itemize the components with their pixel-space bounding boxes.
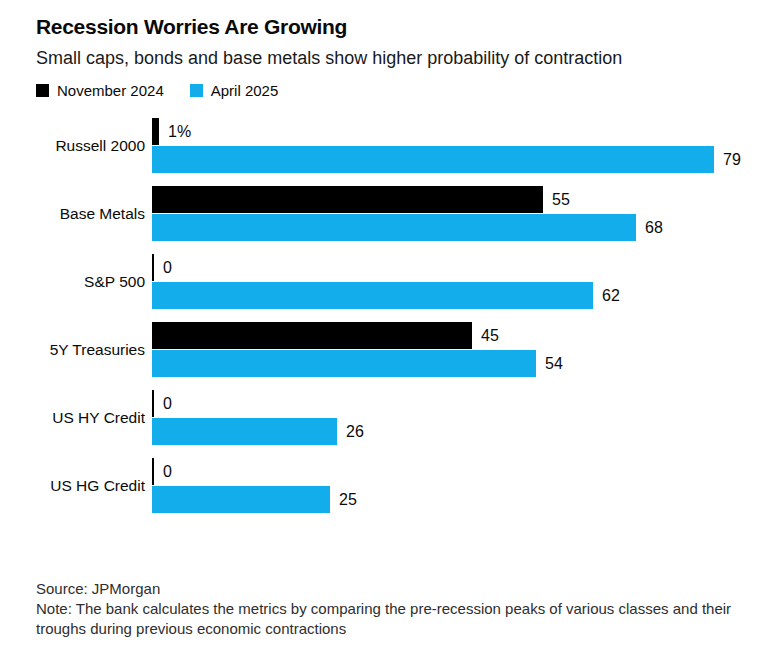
bars-area: 1% 79 (152, 118, 740, 173)
bar-track: 0 (152, 390, 740, 417)
value-label: 1% (168, 118, 191, 145)
bar-november-2024 (152, 186, 543, 213)
bar-april-2025 (152, 282, 593, 309)
bars-area: 55 68 (152, 186, 740, 241)
chart-row: Base Metals 55 68 (36, 186, 740, 241)
bar-april-2025 (152, 350, 536, 377)
bar-track: 54 (152, 350, 740, 377)
category-label: US HY Credit (36, 390, 152, 445)
value-label: 0 (163, 254, 172, 281)
chart-row: 5Y Treasuries 45 54 (36, 322, 740, 377)
bars-area: 0 62 (152, 254, 740, 309)
bar-track: 45 (152, 322, 740, 349)
chart-row: US HG Credit 0 25 (36, 458, 740, 513)
category-label: 5Y Treasuries (36, 322, 152, 377)
legend-swatch-icon (36, 84, 49, 97)
bar-november-2024 (152, 254, 154, 281)
bar-track: 0 (152, 458, 740, 485)
chart-subtitle: Small caps, bonds and base metals show h… (36, 47, 740, 69)
bar-april-2025 (152, 418, 337, 445)
value-label: 45 (481, 322, 499, 349)
chart-title: Recession Worries Are Growing (36, 14, 740, 40)
bar-track: 26 (152, 418, 740, 445)
value-label: 0 (163, 390, 172, 417)
note-line: Note: The bank calculates the metrics by… (36, 599, 748, 639)
bar-april-2025 (152, 214, 636, 241)
category-label: S&P 500 (36, 254, 152, 309)
legend: November 2024 April 2025 (36, 82, 740, 99)
legend-label: November 2024 (57, 82, 164, 99)
bar-november-2024 (152, 458, 154, 485)
value-label: 79 (723, 146, 741, 173)
value-label: 25 (339, 486, 357, 513)
legend-item-november-2024: November 2024 (36, 82, 164, 99)
bar-track: 79 (152, 146, 740, 173)
legend-swatch-icon (190, 84, 203, 97)
bar-november-2024 (152, 390, 154, 417)
category-label: Russell 2000 (36, 118, 152, 173)
bar-april-2025 (152, 486, 330, 513)
chart-footer: Source: JPMorgan Note: The bank calculat… (36, 579, 748, 639)
category-label: Base Metals (36, 186, 152, 241)
bars-area: 0 26 (152, 390, 740, 445)
bar-track: 68 (152, 214, 740, 241)
chart-row: Russell 2000 1% 79 (36, 118, 740, 173)
bar-april-2025 (152, 146, 714, 173)
source-line: Source: JPMorgan (36, 579, 748, 599)
category-label: US HG Credit (36, 458, 152, 513)
bar-november-2024 (152, 322, 472, 349)
legend-item-april-2025: April 2025 (190, 82, 279, 99)
bars-area: 45 54 (152, 322, 740, 377)
chart-container: Recession Worries Are Growing Small caps… (0, 0, 775, 648)
bar-november-2024 (152, 118, 159, 145)
value-label: 0 (163, 458, 172, 485)
value-label: 55 (552, 186, 570, 213)
chart-row: US HY Credit 0 26 (36, 390, 740, 445)
bar-track: 55 (152, 186, 740, 213)
chart-rows: Russell 2000 1% 79 Base Metals 55 68 S&P 500 0 6… (36, 118, 740, 513)
bar-track: 1% (152, 118, 740, 145)
bars-area: 0 25 (152, 458, 740, 513)
value-label: 68 (645, 214, 663, 241)
value-label: 54 (545, 350, 563, 377)
value-label: 26 (346, 418, 364, 445)
bar-track: 25 (152, 486, 740, 513)
chart-row: S&P 500 0 62 (36, 254, 740, 309)
legend-label: April 2025 (211, 82, 279, 99)
bar-track: 0 (152, 254, 740, 281)
bar-track: 62 (152, 282, 740, 309)
value-label: 62 (602, 282, 620, 309)
